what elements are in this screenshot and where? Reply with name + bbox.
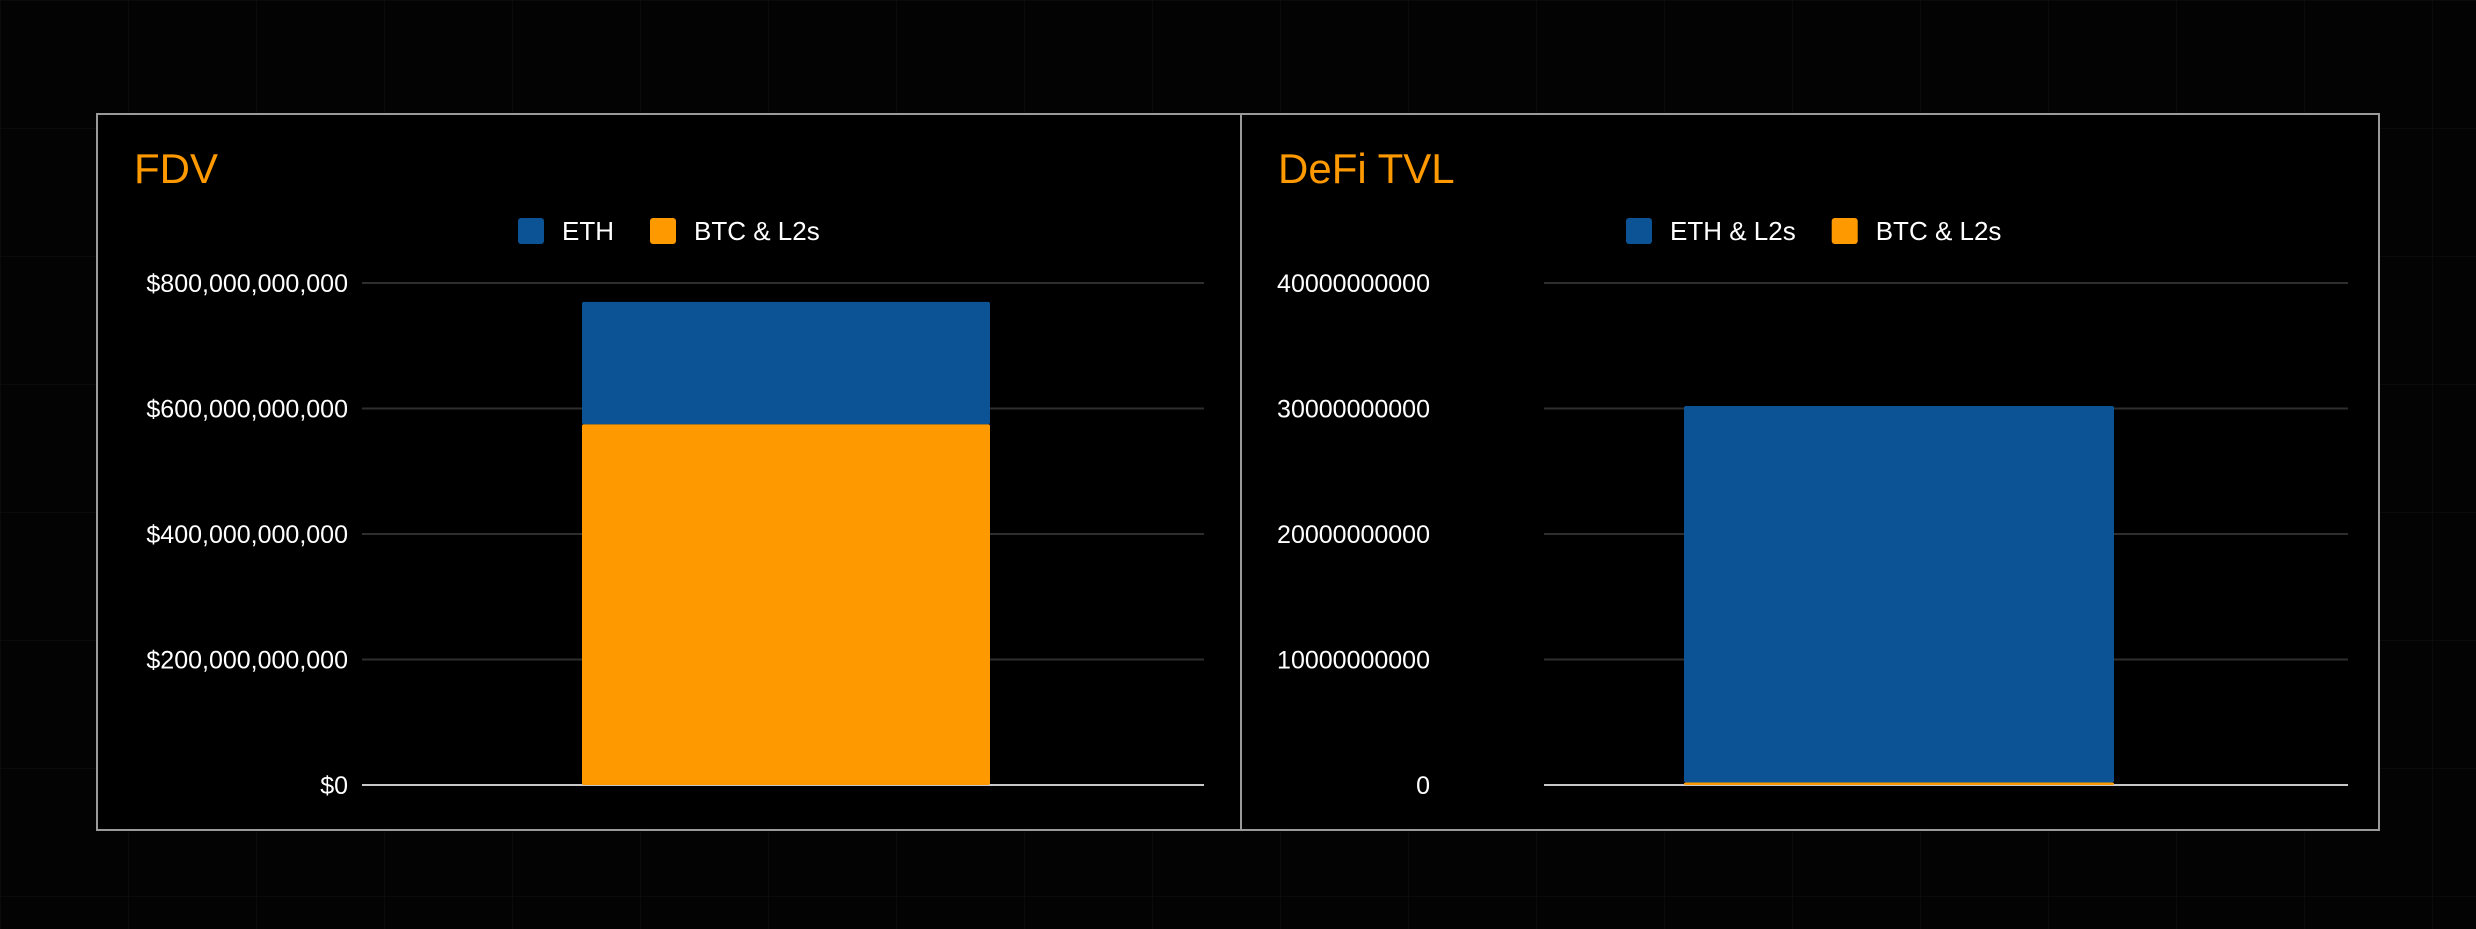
bar-eth-and-l2s [1684, 405, 2114, 783]
legend-item-btc-and-l2s: BTC & L2s [1831, 216, 2002, 246]
y-tick-label: 40000000000 [1277, 270, 1430, 298]
y-tick-label: 30000000000 [1277, 396, 1430, 424]
panel-divider [1240, 115, 1242, 829]
bar-btc-and-l2s [582, 424, 990, 785]
chart-frame: FDV $0 $200,000,000,000 $400,000,000,000 $6… [96, 113, 2380, 831]
y-tick-label: 20000000000 [1277, 521, 1430, 549]
legend-swatch [650, 218, 676, 244]
fdv-chart-title: FDV [134, 145, 218, 192]
legend-item-eth-and-l2s: ETH & L2s [1626, 216, 1796, 246]
legend-label: BTC & L2s [1876, 216, 2002, 246]
legend-label: BTC & L2s [694, 216, 820, 246]
y-tick-label: $800,000,000,000 [146, 270, 348, 298]
y-tick-label: 10000000000 [1277, 647, 1430, 675]
legend-swatch [518, 218, 544, 244]
y-tick-label: $600,000,000,000 [146, 396, 348, 424]
y-tick-label: $400,000,000,000 [146, 521, 348, 549]
y-tick-label: $0 [320, 772, 348, 800]
fdv-chart-panel: FDV $0 $200,000,000,000 $400,000,000,000 $6… [98, 115, 1240, 829]
bar-btc-and-l2s [1684, 782, 2114, 785]
fdv-chart: $0 $200,000,000,000 $400,000,000,000 $600,0… [146, 216, 1204, 800]
legend-label: ETH & L2s [1670, 216, 1796, 246]
defi-tvl-chart-title: DeFi TVL [1278, 145, 1455, 192]
legend-swatch [1626, 218, 1652, 244]
defi-tvl-chart-panel: DeFi TVL 0 10000000000 20000000000 30000000… [1242, 115, 2384, 829]
legend-item-eth: ETH [518, 216, 614, 246]
defi-tvl-chart: 0 10000000000 20000000000 30000000000 400000… [1277, 216, 2348, 800]
legend-swatch [1831, 218, 1858, 244]
legend-item-btc-and-l2s: BTC & L2s [650, 216, 820, 246]
y-tick-label: $200,000,000,000 [146, 647, 348, 675]
y-tick-label: 0 [1416, 772, 1430, 800]
legend-label: ETH [562, 216, 614, 246]
bar-eth [582, 301, 990, 425]
